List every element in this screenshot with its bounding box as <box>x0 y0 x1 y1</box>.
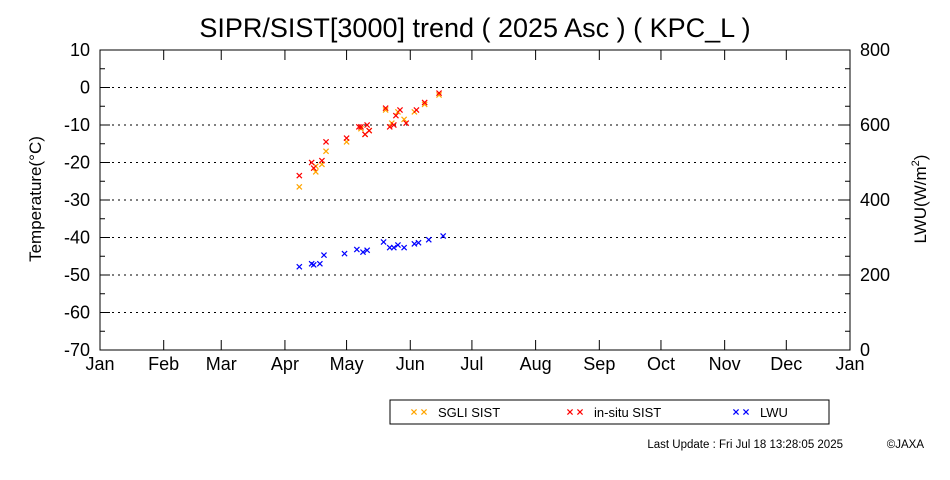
x-tick-label: Aug <box>520 354 552 374</box>
data-point-in-situ-sist <box>364 121 371 129</box>
y-right-tick-label: 200 <box>860 265 890 285</box>
data-point-lwu <box>364 247 371 254</box>
data-point-sgli-sist <box>323 148 330 155</box>
legend-marker <box>732 408 740 416</box>
x-tick-label: Jun <box>396 354 425 374</box>
data-point-lwu <box>353 246 360 253</box>
x-tick-label: Dec <box>770 354 802 374</box>
data-point-in-situ-sist <box>386 123 393 130</box>
y-left-tick-label: -10 <box>64 115 90 135</box>
x-tick-label: Jan <box>85 354 114 374</box>
grid-lines <box>100 87 850 313</box>
legend-label: LWU <box>760 405 788 420</box>
data-point-in-situ-sist <box>343 135 350 142</box>
data-point-in-situ-sist <box>296 172 303 179</box>
legend-label: in-situ SIST <box>594 405 661 420</box>
y-right-tick-label: 0 <box>860 340 870 360</box>
last-update-text: Last Update : Fri Jul 18 13:28:05 2025 <box>647 439 843 451</box>
x-tick-label: Feb <box>148 354 179 374</box>
legend-marker <box>420 408 428 416</box>
data-point-in-situ-sist <box>396 106 404 114</box>
y-left-tick-label: -70 <box>64 340 90 360</box>
data-point-in-situ-sist <box>310 165 317 172</box>
legend-marker <box>566 408 574 416</box>
y-axis-right-title: LWU(W/m2) <box>910 155 930 244</box>
legend: SGLI SIST in-situ SIST LWU <box>389 399 830 425</box>
data-point-sgli-sist <box>312 168 319 175</box>
data-point-in-situ-sist <box>421 99 428 106</box>
data-point-lwu <box>380 238 387 246</box>
data-point-lwu <box>359 249 367 256</box>
y-axis-left-title: Temperature(°C) <box>26 136 45 262</box>
y-left-tick-label: -60 <box>64 303 90 323</box>
data-point-in-situ-sist <box>392 112 399 119</box>
chart-title: SIPR/SIST[3000] trend ( 2025 Asc ) ( KPC… <box>199 13 750 43</box>
data-point-in-situ-sist <box>403 120 410 127</box>
data-point-sgli-sist <box>421 101 428 108</box>
data-point-in-situ-sist <box>390 121 397 129</box>
x-tick-label: Sep <box>583 354 615 374</box>
x-tick-label: Nov <box>709 354 741 374</box>
y-axis-right-title-end: ) <box>911 155 930 161</box>
data-point-lwu <box>310 261 317 268</box>
x-tick-label: Oct <box>647 354 675 374</box>
x-tick-label: Jan <box>835 354 864 374</box>
y-right-tick-label: 600 <box>860 115 890 135</box>
data-points <box>296 90 447 270</box>
y-left-tick-label: -30 <box>64 190 90 210</box>
y-left-tick-label: 10 <box>70 40 90 60</box>
data-point-in-situ-sist <box>318 157 325 164</box>
data-point-in-situ-sist <box>366 127 373 134</box>
legend-marker <box>742 408 750 416</box>
data-point-in-situ-sist <box>323 138 330 145</box>
y-left-tick-label: -20 <box>64 153 90 173</box>
data-point-sgli-sist <box>436 91 443 99</box>
data-point-in-situ-sist <box>357 123 364 130</box>
legend-label: SGLI SIST <box>438 405 500 420</box>
data-point-lwu <box>390 244 397 251</box>
y-right-tick-label: 800 <box>860 40 890 60</box>
legend-marker <box>576 408 584 416</box>
data-point-lwu <box>320 252 327 259</box>
y-left-tick-label: -50 <box>64 265 90 285</box>
x-tick-label: Mar <box>206 354 237 374</box>
data-point-sgli-sist <box>296 183 303 190</box>
legend-box <box>389 399 830 425</box>
data-point-in-situ-sist <box>413 106 420 114</box>
data-point-lwu <box>394 241 401 249</box>
x-tick-label: Apr <box>271 354 299 374</box>
data-point-sgli-sist <box>401 116 408 123</box>
data-point-in-situ-sist <box>355 123 362 130</box>
data-point-in-situ-sist <box>382 105 389 112</box>
x-tick-label: May <box>330 354 364 374</box>
data-point-lwu <box>316 260 323 267</box>
x-tick-label: Jul <box>460 354 483 374</box>
y-left-tick-label: 0 <box>80 78 90 98</box>
data-point-lwu <box>296 263 303 270</box>
data-point-lwu <box>415 239 422 246</box>
axes: Jan Feb Mar Apr May Jun Jul Aug Sep Oct Nov Dec Jan 1… <box>64 40 890 374</box>
copyright-text: ©JAXA <box>887 439 925 451</box>
data-point-lwu <box>411 240 418 247</box>
y-left-tick-label: -40 <box>64 228 90 248</box>
data-point-sgli-sist <box>382 106 389 114</box>
y-axis-right-title-superscript: 2 <box>910 160 922 166</box>
data-point-lwu <box>401 244 408 251</box>
legend-marker <box>410 408 418 416</box>
data-point-lwu <box>440 232 447 240</box>
data-point-lwu <box>425 236 432 243</box>
data-point-in-situ-sist <box>308 159 315 166</box>
y-axis-right-title-base: LWU(W/m <box>911 166 930 243</box>
data-point-lwu <box>341 250 348 257</box>
y-right-tick-label: 400 <box>860 190 890 210</box>
data-point-in-situ-sist <box>436 90 443 97</box>
